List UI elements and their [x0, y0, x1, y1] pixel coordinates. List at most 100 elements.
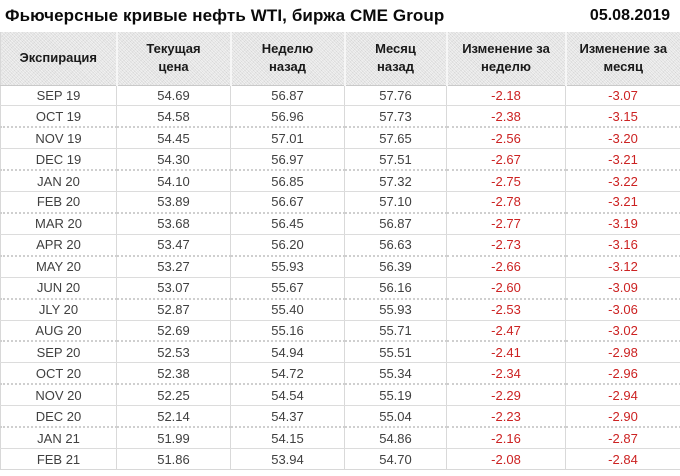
cell-week_ago: 53.94 [230, 448, 345, 470]
cell-exp: OCT 19 [0, 105, 117, 129]
cell-exp: MAR 20 [0, 212, 117, 235]
cell-exp: SEP 19 [0, 85, 117, 107]
cell-chg_week: -2.08 [446, 448, 566, 470]
cell-chg_week: -2.29 [446, 384, 566, 407]
table-row: SEP 20 52.53 54.94 55.51 -2.41 -2.98 [0, 341, 680, 364]
cell-exp: APR 20 [0, 234, 117, 257]
cell-week_ago: 54.94 [230, 341, 345, 364]
cell-chg_week: -2.23 [446, 405, 566, 429]
cell-chg_month: -3.20 [565, 127, 680, 150]
table-row: JUN 20 53.07 55.67 56.16 -2.60 -3.09 [0, 277, 680, 300]
table-row: APR 20 53.47 56.20 56.63 -2.73 -3.16 [0, 234, 680, 257]
cell-chg_month: -3.21 [565, 191, 680, 214]
cell-week_ago: 56.85 [230, 170, 345, 192]
table-row: OCT 20 52.38 54.72 55.34 -2.34 -2.96 [0, 362, 680, 386]
cell-current: 52.53 [116, 341, 231, 364]
table-row: NOV 20 52.25 54.54 55.19 -2.29 -2.94 [0, 384, 680, 407]
cell-chg_month: -3.07 [565, 85, 680, 107]
table-row: JAN 20 54.10 56.85 57.32 -2.75 -3.22 [0, 170, 680, 192]
cell-exp: JLY 20 [0, 298, 117, 321]
cell-chg_week: -2.34 [446, 362, 566, 386]
cell-exp: DEC 19 [0, 148, 117, 172]
cell-current: 52.38 [116, 362, 231, 386]
cell-chg_week: -2.73 [446, 234, 566, 257]
cell-chg_week: -2.38 [446, 105, 566, 129]
cell-chg_month: -3.19 [565, 212, 680, 235]
cell-current: 54.45 [116, 127, 231, 150]
cell-week_ago: 55.67 [230, 277, 345, 300]
cell-chg_week: -2.41 [446, 341, 566, 364]
cell-current: 54.10 [116, 170, 231, 192]
cell-month_ago: 55.71 [344, 320, 447, 343]
table-row: DEC 20 52.14 54.37 55.04 -2.23 -2.90 [0, 405, 680, 429]
cell-exp: JAN 20 [0, 170, 117, 192]
cell-week_ago: 56.87 [230, 85, 345, 107]
cell-exp: JUN 20 [0, 277, 117, 300]
cell-chg_week: -2.47 [446, 320, 566, 343]
table-row: MAY 20 53.27 55.93 56.39 -2.66 -3.12 [0, 255, 680, 278]
cell-month_ago: 54.86 [344, 427, 447, 450]
cell-chg_month: -2.94 [565, 384, 680, 407]
cell-current: 53.68 [116, 212, 231, 235]
cell-month_ago: 56.16 [344, 277, 447, 300]
cell-month_ago: 57.65 [344, 127, 447, 150]
cell-current: 53.07 [116, 277, 231, 300]
table-row: MAR 20 53.68 56.45 56.87 -2.77 -3.19 [0, 212, 680, 235]
cell-chg_month: -3.16 [565, 234, 680, 257]
table-row: SEP 19 54.69 56.87 57.76 -2.18 -3.07 [0, 85, 680, 107]
cell-chg_month: -2.87 [565, 427, 680, 450]
column-header-chg_week: Изменение за неделю [445, 32, 566, 86]
cell-week_ago: 54.54 [230, 384, 345, 407]
cell-chg_week: -2.56 [446, 127, 566, 150]
header-row: Экспирация Текущая цена Неделю назад Месяц … [0, 32, 680, 86]
cell-current: 52.25 [116, 384, 231, 407]
cell-month_ago: 56.63 [344, 234, 447, 257]
column-header-week_ago: Неделю назад [229, 32, 345, 86]
cell-current: 52.87 [116, 298, 231, 321]
cell-chg_week: -2.16 [446, 427, 566, 450]
cell-chg_week: -2.66 [446, 255, 566, 278]
cell-exp: MAY 20 [0, 255, 117, 278]
cell-month_ago: 57.32 [344, 170, 447, 192]
cell-exp: DEC 20 [0, 405, 117, 429]
cell-week_ago: 56.97 [230, 148, 345, 172]
cell-month_ago: 57.76 [344, 85, 447, 107]
table-row: NOV 19 54.45 57.01 57.65 -2.56 -3.20 [0, 127, 680, 150]
cell-week_ago: 54.72 [230, 362, 345, 386]
cell-chg_month: -3.22 [565, 170, 680, 192]
table-row: JAN 21 51.99 54.15 54.86 -2.16 -2.87 [0, 427, 680, 450]
cell-current: 54.30 [116, 148, 231, 172]
cell-exp: NOV 20 [0, 384, 117, 407]
cell-month_ago: 54.70 [344, 448, 447, 470]
cell-exp: NOV 19 [0, 127, 117, 150]
cell-chg_month: -3.02 [565, 320, 680, 343]
cell-current: 54.69 [116, 85, 231, 107]
cell-month_ago: 55.19 [344, 384, 447, 407]
cell-current: 51.99 [116, 427, 231, 450]
cell-chg_month: -2.84 [565, 448, 680, 470]
cell-week_ago: 54.37 [230, 405, 345, 429]
cell-chg_month: -2.90 [565, 405, 680, 429]
cell-chg_week: -2.67 [446, 148, 566, 172]
cell-chg_week: -2.78 [446, 191, 566, 214]
cell-chg_week: -2.53 [446, 298, 566, 321]
titlebar: Фьючерсные кривые нефть WTI, биржа CME G… [0, 0, 680, 32]
cell-month_ago: 56.39 [344, 255, 447, 278]
cell-month_ago: 55.04 [344, 405, 447, 429]
column-header-exp: Экспирация [0, 32, 117, 86]
cell-chg_week: -2.18 [446, 85, 566, 107]
cell-week_ago: 55.40 [230, 298, 345, 321]
table-row: FEB 21 51.86 53.94 54.70 -2.08 -2.84 [0, 448, 680, 470]
cell-chg_month: -3.21 [565, 148, 680, 172]
cell-week_ago: 56.96 [230, 105, 345, 129]
cell-chg_month: -3.12 [565, 255, 680, 278]
cell-chg_month: -3.06 [565, 298, 680, 321]
cell-chg_month: -3.15 [565, 105, 680, 129]
cell-exp: AUG 20 [0, 320, 117, 343]
cell-month_ago: 57.51 [344, 148, 447, 172]
widget-date: 05.08.2019 [589, 7, 670, 24]
cell-chg_month: -2.96 [565, 362, 680, 386]
cell-week_ago: 55.93 [230, 255, 345, 278]
cell-month_ago: 55.51 [344, 341, 447, 364]
cell-exp: SEP 20 [0, 341, 117, 364]
